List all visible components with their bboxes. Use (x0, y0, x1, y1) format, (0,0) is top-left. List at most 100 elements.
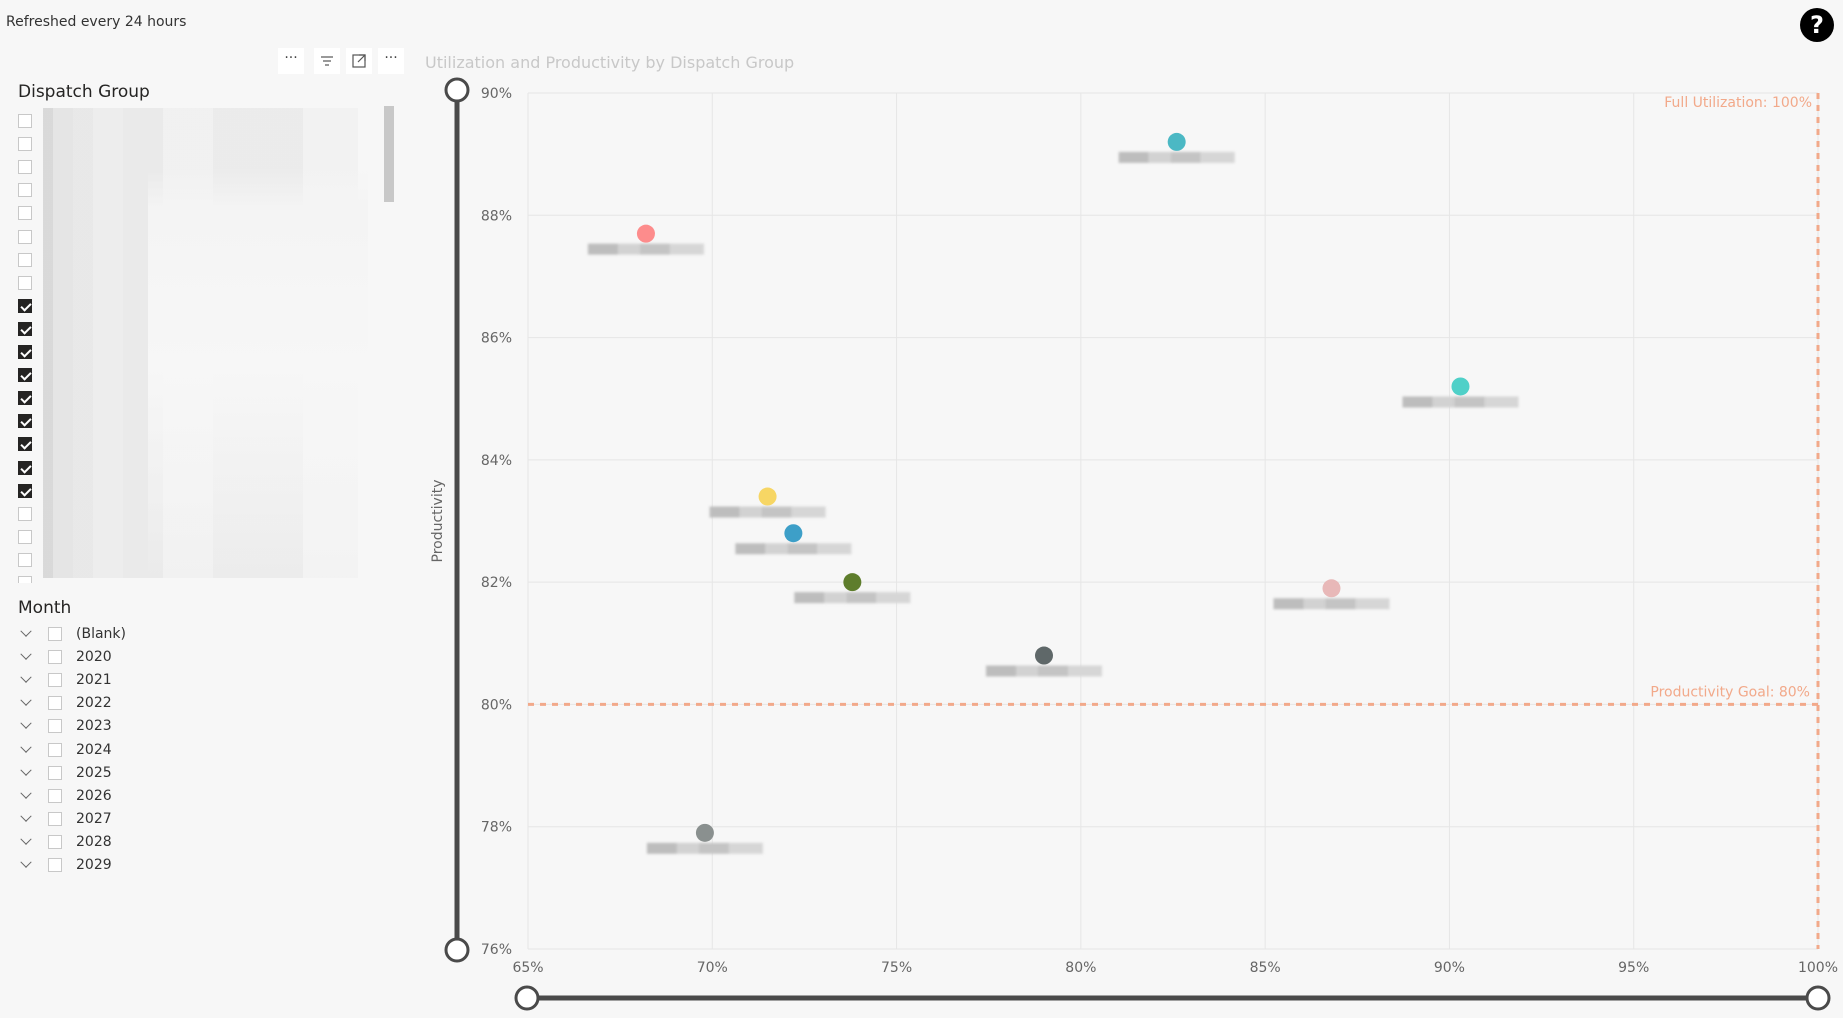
month-checkbox[interactable] (48, 673, 62, 688)
data-point[interactable] (758, 487, 777, 506)
dispatch-group-checkbox[interactable] (18, 114, 32, 128)
dispatch-group-item[interactable] (18, 366, 32, 384)
focus-mode-button[interactable] (346, 48, 372, 74)
data-point[interactable] (695, 823, 714, 842)
redacted-label-block (846, 592, 877, 604)
dispatch-group-checkbox[interactable] (18, 183, 32, 198)
data-point[interactable] (1322, 579, 1341, 598)
dispatch-group-checkbox[interactable] (18, 460, 32, 475)
help-button[interactable]: ? (1800, 8, 1834, 42)
month-item[interactable]: 2025 (18, 763, 112, 783)
redacted-label-block (587, 243, 618, 255)
data-point[interactable] (1035, 646, 1053, 665)
dispatch-group-checkbox[interactable] (18, 206, 32, 221)
month-item[interactable]: 2028 (18, 832, 112, 852)
more-options-button-2[interactable]: ··· (378, 48, 404, 74)
y-range-slider-top-handle[interactable] (444, 77, 470, 103)
month-item[interactable]: 2023 (18, 716, 112, 736)
month-item[interactable]: 2024 (18, 740, 112, 760)
dispatch-group-checkbox[interactable] (18, 483, 32, 498)
redacted-point-label (1273, 598, 1390, 610)
dispatch-group-item[interactable] (18, 389, 32, 407)
month-item[interactable]: 2026 (18, 786, 112, 806)
month-label: 2024 (76, 741, 112, 758)
dispatch-group-item[interactable] (18, 320, 32, 338)
dispatch-group-scrollbar[interactable] (384, 106, 394, 202)
month-item[interactable]: 2027 (18, 809, 112, 829)
dispatch-group-checkbox[interactable] (18, 321, 32, 336)
dispatch-group-item[interactable] (18, 204, 32, 222)
dispatch-group-item[interactable] (18, 181, 32, 199)
dispatch-group-checkbox[interactable] (18, 160, 32, 175)
data-point[interactable] (1167, 132, 1186, 151)
month-checkbox[interactable] (48, 627, 62, 641)
dispatch-group-checkbox[interactable] (18, 252, 32, 267)
month-checkbox[interactable] (48, 834, 62, 849)
x-tick-label: 75% (881, 960, 912, 976)
month-checkbox[interactable] (48, 742, 62, 757)
dispatch-group-item[interactable] (18, 574, 32, 583)
dispatch-group-item[interactable] (18, 158, 32, 176)
dispatch-group-checkbox[interactable] (18, 391, 32, 406)
month-item[interactable]: 2021 (18, 670, 112, 690)
month-item[interactable]: 2029 (18, 855, 112, 875)
x-tick-label: 70% (697, 960, 728, 976)
dispatch-group-checkbox[interactable] (18, 506, 32, 521)
dispatch-group-checkbox[interactable] (18, 345, 32, 359)
dispatch-group-item[interactable] (18, 435, 32, 453)
dispatch-group-checkbox[interactable] (18, 437, 32, 452)
redacted-fade (148, 168, 368, 583)
y-range-slider-bottom-handle[interactable] (444, 937, 470, 963)
dispatch-group-item[interactable] (18, 228, 32, 246)
data-point[interactable] (636, 224, 655, 243)
dispatch-group-item[interactable] (18, 297, 32, 315)
dispatch-group-item[interactable] (18, 251, 32, 269)
month-checkbox[interactable] (48, 811, 62, 826)
redacted-label-block (1118, 151, 1149, 163)
dispatch-group-checkbox[interactable] (18, 529, 32, 544)
redacted-label-block (824, 592, 847, 604)
dispatch-group-checkbox[interactable] (18, 552, 32, 567)
dispatch-group-item[interactable] (18, 274, 32, 292)
month-item[interactable]: 2020 (18, 647, 112, 667)
dispatch-group-checkbox[interactable] (18, 368, 32, 383)
dispatch-group-checkbox[interactable] (18, 137, 32, 152)
dispatch-group-checkbox[interactable] (18, 275, 32, 290)
dispatch-group-checkbox[interactable] (18, 576, 32, 583)
redacted-label-block (617, 243, 640, 255)
dispatch-group-checkbox[interactable] (18, 414, 32, 429)
refresh-note: Refreshed every 24 hours (6, 14, 187, 30)
dispatch-group-checkbox[interactable] (18, 298, 32, 313)
dispatch-group-item[interactable] (18, 505, 32, 523)
x-tick-label: 65% (512, 960, 543, 976)
dispatch-group-checkbox[interactable] (18, 229, 32, 244)
month-item[interactable]: 2022 (18, 693, 112, 713)
y-tick-label: 82% (481, 575, 512, 591)
month-checkbox[interactable] (48, 696, 62, 711)
month-checkbox[interactable] (48, 858, 62, 872)
month-checkbox[interactable] (48, 719, 62, 734)
redacted-label-block (728, 842, 763, 854)
redacted-point-label (735, 543, 852, 555)
dispatch-group-item[interactable] (18, 551, 32, 569)
dispatch-group-item[interactable] (18, 528, 32, 546)
dispatch-group-item[interactable] (18, 412, 32, 430)
more-options-button[interactable]: ··· (278, 48, 304, 74)
dispatch-group-item[interactable] (18, 135, 32, 153)
data-point[interactable] (784, 524, 803, 543)
dispatch-group-item[interactable] (18, 343, 32, 361)
x-range-slider-right-handle[interactable] (1805, 985, 1831, 1011)
data-point[interactable] (1451, 377, 1470, 396)
month-checkbox[interactable] (48, 650, 62, 665)
redacted-label-block (787, 543, 818, 555)
x-range-slider-left-handle[interactable] (514, 985, 540, 1011)
dispatch-group-item[interactable] (18, 112, 32, 130)
dispatch-group-item[interactable] (18, 459, 32, 477)
month-item[interactable]: (Blank) (18, 624, 126, 644)
dispatch-group-item[interactable] (18, 482, 32, 500)
data-point[interactable] (843, 573, 862, 592)
month-checkbox[interactable] (48, 765, 62, 780)
month-checkbox[interactable] (48, 788, 62, 803)
filter-button[interactable] (314, 48, 340, 74)
